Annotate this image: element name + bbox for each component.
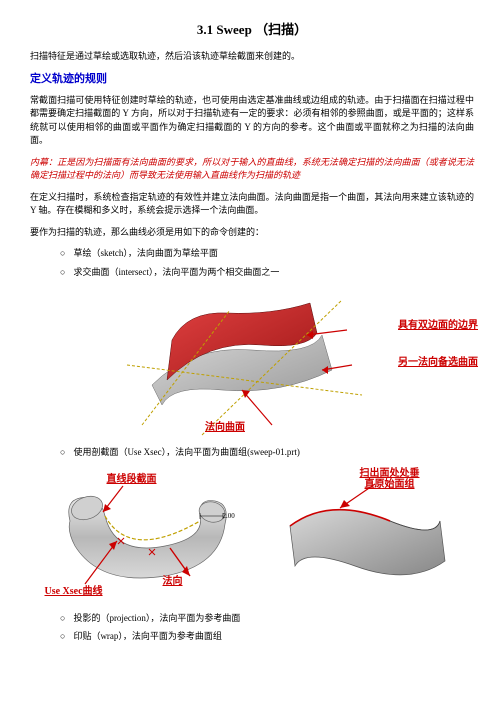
bullet-item: 草绘（sketch），法向曲面为草绘平面 (60, 247, 474, 261)
fig2-label-3: Use Xsec曲线 (45, 584, 103, 599)
section-title-zh: （扫描） (255, 22, 307, 37)
bullet-item: 印贴（wrap），法向平面为参考曲面组 (60, 630, 474, 644)
fig2-dimension: 2.00 (223, 511, 235, 522)
fig1-label-3: 法向曲面 (205, 420, 245, 435)
figure-1: 具有双边面的边界 另一法向备选曲面 法向曲面 (30, 285, 474, 440)
paragraph-2: 在定义扫描时，系统检查指定轨迹的有效性并建立法向曲面。法向曲面是指一个曲面，其法… (30, 191, 474, 218)
subheading-rules: 定义轨迹的规则 (30, 71, 474, 88)
bullet-list-3: 投影的（projection），法向平面为参考曲面 印贴（wrap），法向平面为… (60, 612, 474, 644)
bullet-item: 求交曲面（intersect），法向平面为两个相交曲面之一 (60, 266, 474, 280)
paragraph-1: 常截面扫描可使用特征创建时草绘的轨迹，也可使用由选定基准曲线或边组成的轨迹。由于… (30, 94, 474, 148)
fig1-label-1: 具有双边面的边界 (398, 318, 478, 333)
section-title-en: Sweep (216, 22, 251, 37)
intro-paragraph: 扫描特征是通过草绘或选取轨迹，然后沿该轨迹草绘截面来创建的。 (30, 50, 474, 64)
section-number: 3.1 (197, 22, 213, 37)
section-title: 3.1 Sweep （扫描） (30, 20, 474, 40)
bullet-item: 投影的（projection），法向平面为参考曲面 (60, 612, 474, 626)
paragraph-3: 要作为扫描的轨迹，那么曲线必须是用如下的命令创建的： (30, 226, 474, 240)
bullet-list-2: 使用剖截面（Use Xsec），法向平面为曲面组(sweep-01.prt) (60, 446, 474, 460)
fig1-label-2: 另一法向备选曲面 (398, 355, 478, 370)
highlight-note: 内幕：正是因为扫描面有法向曲面的要求，所以对于输入的直曲线，系统无法确定扫描的法… (30, 156, 474, 183)
bullet-list-1: 草绘（sketch），法向曲面为草绘平面 求交曲面（intersect），法向平… (60, 247, 474, 279)
bullet-item: 使用剖截面（Use Xsec），法向平面为曲面组(sweep-01.prt) (60, 446, 474, 460)
fig2-label-1: 直线段截面 (107, 472, 157, 487)
fig2-label-4: 法向 (163, 574, 183, 589)
fig2-label-2: 扫出面处处垂 直原始面组 (360, 468, 420, 490)
figure-2: 直线段截面 2.00 Use Xsec曲线 法向 扫出面处处垂 直原始面组 (30, 466, 474, 606)
